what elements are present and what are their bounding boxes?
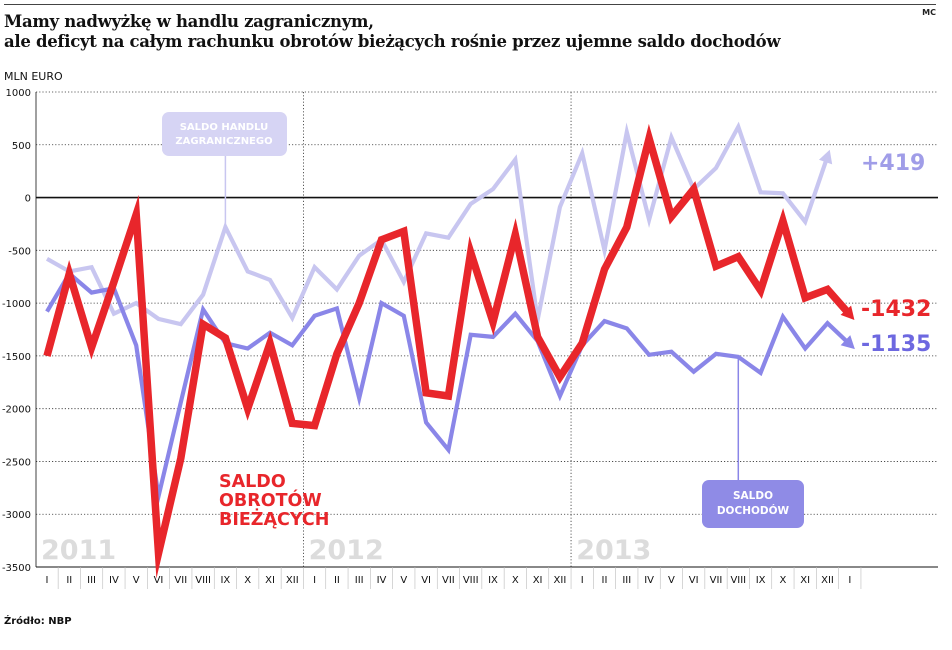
credit-mark: MC <box>922 8 936 17</box>
x-tick-label: IX <box>220 575 230 586</box>
year-label: 2012 <box>309 535 384 566</box>
x-tick-label: III <box>87 575 96 586</box>
x-tick-label: XI <box>533 575 543 586</box>
x-tick-label: VI <box>154 575 164 586</box>
current-account-label: BIEŻĄCYCH <box>219 508 329 530</box>
current-account-label: SALDO <box>219 472 286 492</box>
series-line-trade-balance <box>45 121 830 333</box>
x-tick-label: X <box>244 575 251 586</box>
x-tick-label: XII <box>286 575 299 586</box>
x-tick-label: IX <box>488 575 498 586</box>
x-tick-label: III <box>622 575 631 586</box>
series-line-current-account <box>43 123 853 579</box>
y-tick-label: -3000 <box>2 510 31 521</box>
y-tick-label: -2000 <box>2 405 31 416</box>
x-tick-label: VI <box>421 575 431 586</box>
y-tick-label: -1500 <box>2 352 31 363</box>
x-tick-label: II <box>602 575 608 586</box>
x-tick-label: XII <box>821 575 834 586</box>
series-line-income-balance <box>45 270 852 508</box>
top-rule <box>4 4 936 5</box>
x-tick-label: I <box>313 575 316 586</box>
x-tick-label: VII <box>174 575 187 586</box>
x-tick-label: V <box>400 575 407 586</box>
x-axis-band <box>36 567 938 590</box>
year-label: 2013 <box>576 535 651 566</box>
title-line-2: ale deficyt na całym rachunku obrotów bi… <box>4 32 781 51</box>
chart-title: Mamy nadwyżkę w handlu zagranicznym, ale… <box>4 12 781 52</box>
y-tick-label: 0 <box>25 194 31 205</box>
current-end-value: -1432 <box>861 297 931 322</box>
x-tick-label: I <box>581 575 584 586</box>
y-tick-label: 500 <box>12 141 31 152</box>
income-callout-label: DOCHODÓW <box>717 504 790 517</box>
y-axis-unit: MLN EURO <box>4 70 63 83</box>
y-tick-label: 1000 <box>6 88 31 99</box>
x-tick-label: IV <box>377 575 387 586</box>
title-line-1: Mamy nadwyżkę w handlu zagranicznym, <box>4 12 374 31</box>
x-tick-label: II <box>66 575 72 586</box>
trade-end-value: +419 <box>861 151 925 176</box>
income-end-arrow <box>840 335 855 350</box>
x-tick-label: II <box>334 575 340 586</box>
x-tick-label: VII <box>442 575 455 586</box>
income-callout-box <box>702 480 804 528</box>
y-tick-label: -500 <box>8 246 31 257</box>
x-tick-label: XI <box>800 575 810 586</box>
x-tick-label: VIII <box>730 575 746 586</box>
x-tick-label: I <box>46 575 49 586</box>
trade-callout-label: ZAGRANICZNEGO <box>175 136 272 147</box>
current-account-label: OBROTÓW <box>219 489 322 511</box>
current-end-arrow <box>840 305 855 320</box>
x-tick-label: III <box>355 575 364 586</box>
x-tick-label: V <box>133 575 140 586</box>
x-tick-label: XII <box>554 575 567 586</box>
year-label: 2011 <box>41 535 116 566</box>
trade-end-arrow <box>818 149 833 165</box>
x-tick-label: X <box>512 575 519 586</box>
x-tick-label: VIII <box>195 575 211 586</box>
income-callout-label: SALDO <box>733 490 773 502</box>
x-tick-label: IV <box>644 575 654 586</box>
source-note: Źródło: NBP <box>4 616 72 627</box>
income-end-value: -1135 <box>861 332 931 357</box>
trade-callout-label: SALDO HANDLU <box>180 122 269 133</box>
x-tick-label: IV <box>109 575 119 586</box>
x-tick-label: VI <box>689 575 699 586</box>
x-tick-label: VII <box>710 575 723 586</box>
y-tick-label: -3500 <box>2 563 31 574</box>
trade-callout-box <box>162 112 287 156</box>
y-tick-label: -2500 <box>2 457 31 468</box>
y-tick-label: -1000 <box>2 299 31 310</box>
x-tick-label: VIII <box>463 575 479 586</box>
x-tick-label: IX <box>756 575 766 586</box>
x-tick-label: V <box>668 575 675 586</box>
x-tick-label: I <box>848 575 851 586</box>
x-tick-label: X <box>779 575 786 586</box>
x-tick-label: XI <box>265 575 275 586</box>
